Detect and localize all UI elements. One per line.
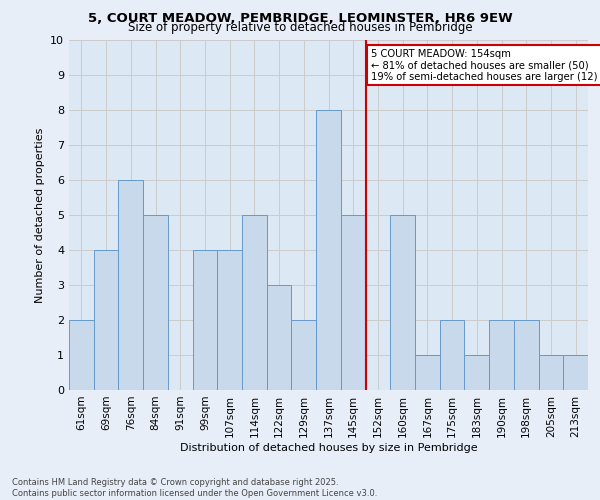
Text: Contains HM Land Registry data © Crown copyright and database right 2025.
Contai: Contains HM Land Registry data © Crown c… <box>12 478 377 498</box>
Text: 5 COURT MEADOW: 154sqm
← 81% of detached houses are smaller (50)
19% of semi-det: 5 COURT MEADOW: 154sqm ← 81% of detached… <box>371 49 600 82</box>
Bar <box>415 355 440 390</box>
Bar <box>217 250 242 390</box>
X-axis label: Distribution of detached houses by size in Pembridge: Distribution of detached houses by size … <box>179 442 478 452</box>
Bar <box>118 180 143 390</box>
Bar <box>514 320 539 390</box>
Bar <box>316 110 341 390</box>
Text: 5, COURT MEADOW, PEMBRIDGE, LEOMINSTER, HR6 9EW: 5, COURT MEADOW, PEMBRIDGE, LEOMINSTER, … <box>88 12 512 24</box>
Bar <box>539 355 563 390</box>
Bar <box>489 320 514 390</box>
Bar <box>464 355 489 390</box>
Bar <box>242 215 267 390</box>
Bar <box>69 320 94 390</box>
Y-axis label: Number of detached properties: Number of detached properties <box>35 128 44 302</box>
Bar <box>292 320 316 390</box>
Bar <box>143 215 168 390</box>
Bar <box>267 285 292 390</box>
Bar <box>193 250 217 390</box>
Bar <box>563 355 588 390</box>
Bar <box>440 320 464 390</box>
Bar <box>341 215 365 390</box>
Bar <box>390 215 415 390</box>
Bar <box>94 250 118 390</box>
Text: Size of property relative to detached houses in Pembridge: Size of property relative to detached ho… <box>128 22 472 35</box>
